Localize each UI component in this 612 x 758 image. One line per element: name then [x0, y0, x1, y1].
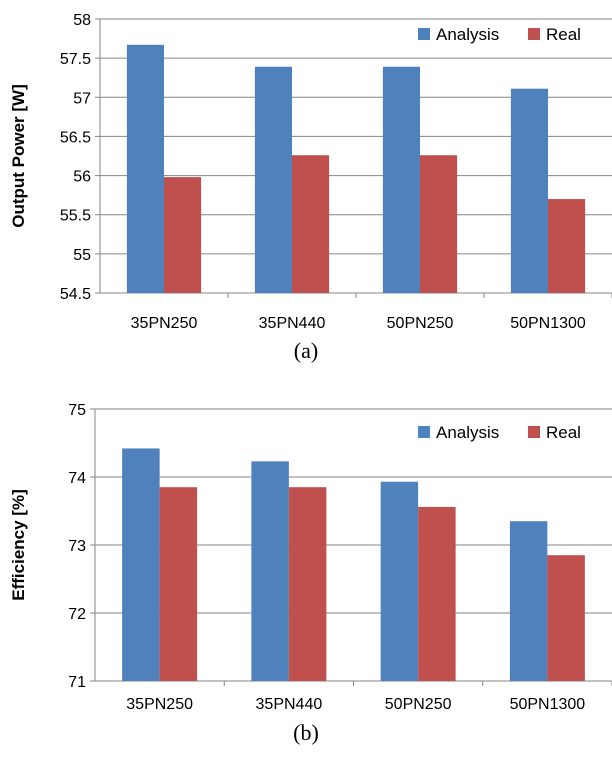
x-tick-label: 50PN250 — [385, 696, 452, 713]
bar-analysis-35pn440 — [251, 461, 289, 681]
y-tick-label: 73 — [68, 538, 86, 555]
bar-real-50pn250 — [418, 506, 456, 681]
x-tick-label: 35PN440 — [259, 315, 326, 332]
bar-analysis-35pn250 — [126, 44, 164, 293]
output-power-chart: 54.5 55 55.5 56 56.5 57 57.5 58 35PN250 35PN440 50… — [9, 12, 612, 332]
bar-analysis-35pn440 — [254, 66, 292, 293]
y-tick-label: 54.5 — [60, 286, 91, 303]
y-tick-label: 58 — [73, 12, 91, 29]
legend-label-analysis: Analysis — [436, 25, 499, 44]
bar-real-35pn440 — [292, 155, 330, 293]
y-tick-label: 57.5 — [60, 51, 91, 68]
bar-analysis-50pn250 — [382, 66, 420, 293]
y-axis-title: Output Power [W] — [9, 84, 28, 228]
y-tick-label: 74 — [68, 470, 86, 487]
bar-analysis-50pn1300 — [510, 88, 548, 293]
x-tick-label: 50PN1300 — [510, 315, 586, 332]
chart-panel-a: 54.5 55 55.5 56 56.5 57 57.5 58 35PN250 35PN440 50… — [0, 0, 612, 372]
bar-real-35pn250 — [164, 177, 202, 293]
y-tick-label: 57 — [73, 90, 91, 107]
x-tick-label: 35PN250 — [131, 315, 198, 332]
y-tick-label: 56.5 — [60, 129, 91, 146]
x-tick-label: 50PN1300 — [510, 696, 586, 713]
legend-label-real: Real — [546, 423, 581, 442]
y-tick-label: 71 — [68, 674, 86, 691]
y-tick-label: 55 — [73, 247, 91, 264]
caption-b: (b) — [293, 720, 319, 745]
bar-analysis-35pn250 — [122, 448, 160, 681]
legend-swatch-real — [528, 426, 540, 438]
x-tick-label: 35PN440 — [256, 696, 323, 713]
legend-swatch-analysis — [418, 28, 430, 40]
legend-swatch-real — [528, 28, 540, 40]
y-tick-label: 56 — [73, 169, 91, 186]
caption-a: (a) — [293, 338, 319, 363]
y-tick-label: 72 — [68, 606, 86, 623]
legend-label-analysis: Analysis — [436, 423, 499, 442]
chart-panel-b: 71 72 73 74 75 35PN250 35PN440 50PN250 50PN1300 E… — [0, 388, 612, 758]
y-tick-label: 75 — [68, 402, 86, 419]
x-tick-label: 35PN250 — [126, 696, 193, 713]
bar-real-50pn1300 — [548, 199, 586, 293]
bar-real-50pn1300 — [547, 555, 585, 681]
bar-analysis-50pn250 — [380, 481, 419, 681]
y-tick-label: 55.5 — [60, 208, 91, 225]
x-tick-label: 50PN250 — [387, 315, 454, 332]
legend-label-real: Real — [546, 25, 581, 44]
legend-swatch-analysis — [418, 426, 430, 438]
efficiency-chart: 71 72 73 74 75 35PN250 35PN440 50PN250 50PN1300 E… — [9, 402, 612, 713]
bar-real-35pn440 — [288, 487, 327, 681]
bar-analysis-50pn1300 — [509, 521, 548, 681]
bar-real-35pn250 — [159, 487, 198, 681]
y-axis-title: Efficiency [%] — [9, 489, 28, 600]
bar-real-50pn250 — [420, 155, 458, 293]
